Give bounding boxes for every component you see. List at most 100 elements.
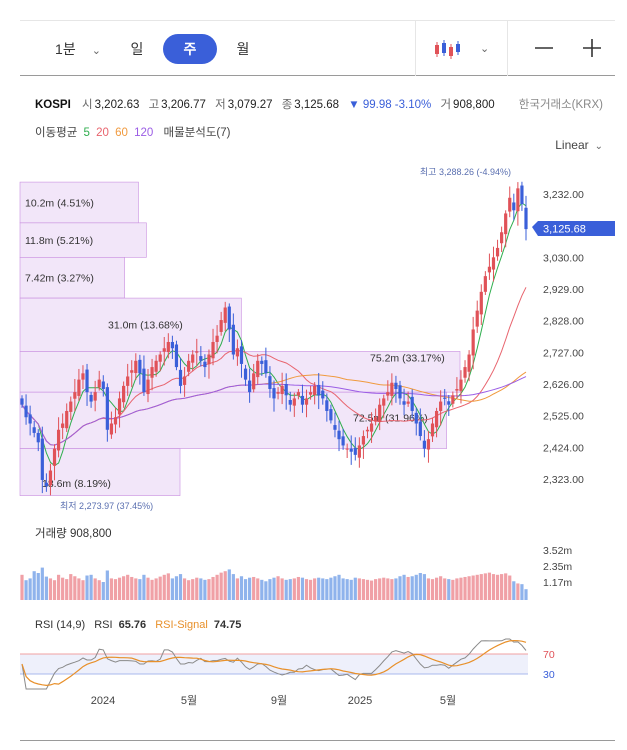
candle-body xyxy=(463,367,467,378)
scale-dropdown[interactable]: Linear ⌄ xyxy=(555,138,603,152)
volume-bar xyxy=(235,578,240,600)
volume-chart[interactable]: 거래량 908,800 3.52m 2.35m 1.17m xyxy=(0,520,627,602)
volume-bar xyxy=(341,578,345,600)
volume-bar xyxy=(390,579,394,600)
candle-body xyxy=(36,432,40,443)
volume-profile-label: 10.2m (4.51%) xyxy=(25,197,94,209)
volume-bar xyxy=(406,576,410,600)
rsi-level-30: 30 xyxy=(543,669,555,681)
volume-profile-bar xyxy=(19,257,126,299)
candle-body xyxy=(243,368,248,380)
volume-bar xyxy=(252,576,256,600)
candle-body xyxy=(402,401,406,405)
volume-bar xyxy=(130,576,134,600)
candle-body xyxy=(203,361,207,368)
interval-dropdown[interactable]: 1분 ⌄ xyxy=(46,34,110,64)
ma60-label: 60 xyxy=(115,127,128,139)
volume-bar xyxy=(296,576,300,600)
indicator-legend[interactable]: 이동평균 5 20 60 120 매물분석도(7) xyxy=(35,124,234,140)
candle-body xyxy=(44,482,48,487)
candle-body xyxy=(475,310,479,327)
volume-bar xyxy=(455,578,459,600)
candle-body xyxy=(422,440,426,449)
candle-body xyxy=(248,380,252,393)
price-axis-tick: 2,424.00 xyxy=(543,442,584,454)
candle-body xyxy=(313,385,317,395)
candle-body xyxy=(260,360,264,364)
volume-bar xyxy=(369,580,374,600)
volume-bar xyxy=(56,574,61,600)
candle-body xyxy=(231,324,235,355)
volume-profile-label: 75.2m (33.17%) xyxy=(370,353,445,365)
volume-bar xyxy=(463,576,467,600)
close-label: 종 xyxy=(281,99,293,111)
candle-body xyxy=(162,348,166,352)
candle-body xyxy=(353,447,357,455)
ma5-label: 5 xyxy=(83,127,90,139)
volume-bar xyxy=(126,574,130,600)
candle-body xyxy=(154,360,158,372)
volume-bar xyxy=(300,577,305,600)
candle-body xyxy=(77,379,81,396)
candle-body xyxy=(256,360,260,378)
low-marker: 최저 2,273.97 (37.45%) xyxy=(60,501,153,511)
rsi-chart[interactable]: RSI (14,9) RSI 65.76 RSI-Signal 74.75 70… xyxy=(0,608,627,718)
volume-bar xyxy=(317,577,321,600)
candle-body xyxy=(24,405,28,418)
candle-body xyxy=(349,448,353,452)
candle-body xyxy=(122,385,126,403)
candle-body xyxy=(166,341,170,353)
quote-summary: KOSPI 시 3,202.63 고 3,206.77 저 3,079.27 종 3,1… xyxy=(35,96,501,112)
candle-body xyxy=(447,401,451,405)
candle-body xyxy=(483,276,487,292)
price-chart[interactable]: 10.2m (4.51%) 11.8m (5.21%) 7.42m (3.27%) 3… xyxy=(0,160,627,518)
candle-body xyxy=(61,423,65,428)
price-axis-tick: 2,929.00 xyxy=(543,284,584,296)
plus-icon[interactable] xyxy=(580,33,604,63)
candle-body xyxy=(20,398,24,405)
volume-bar xyxy=(178,574,183,600)
candle-body xyxy=(276,392,280,394)
candle-body xyxy=(187,360,191,372)
volume-bar xyxy=(280,578,284,600)
chart-type-chevron-icon[interactable]: ⌄ xyxy=(480,43,490,55)
volume-bar xyxy=(191,579,195,600)
ma-label: 이동평균 xyxy=(35,127,78,139)
candle-body xyxy=(130,370,134,373)
candle-body xyxy=(479,291,483,315)
candle-body xyxy=(272,388,276,399)
candlestick-icon[interactable] xyxy=(434,38,460,60)
candle-body xyxy=(174,344,179,368)
candle-body xyxy=(109,423,114,435)
volume-bar xyxy=(89,574,93,600)
volume-tick: 3.52m xyxy=(543,545,572,557)
volume-bar xyxy=(333,576,337,600)
candle-body xyxy=(85,369,89,393)
high-value: 3,206.77 xyxy=(161,99,206,111)
candle-body xyxy=(105,387,109,430)
chevron-down-icon: ⌄ xyxy=(594,141,603,152)
candle-body xyxy=(418,421,422,437)
interval-minute-label: 1분 xyxy=(55,41,76,57)
volume-bar xyxy=(69,574,73,600)
tab-week[interactable]: 주 xyxy=(163,34,217,64)
volume-tick: 2.35m xyxy=(543,561,572,573)
candle-body xyxy=(158,354,162,362)
volume-bar xyxy=(65,579,69,600)
candle-body xyxy=(325,400,329,411)
tab-day[interactable]: 일 xyxy=(130,41,144,57)
candle-body xyxy=(65,410,69,429)
volume-bar xyxy=(512,581,516,600)
volume-bar xyxy=(215,574,219,600)
volume-bar xyxy=(207,579,211,600)
minus-icon[interactable] xyxy=(532,33,556,63)
high-marker: 최고 3,288.26 (-4.94%) xyxy=(420,167,511,177)
exchange-label: 한국거래소(KRX) xyxy=(518,99,603,111)
tab-month[interactable]: 월 xyxy=(236,41,250,57)
volume-bar xyxy=(520,584,524,600)
volume-profile-label: 31.0m (13.68%) xyxy=(108,320,183,332)
candle-body xyxy=(487,266,492,273)
candle-body xyxy=(390,382,394,396)
volume-bar xyxy=(471,575,475,600)
candle-body xyxy=(439,401,443,411)
